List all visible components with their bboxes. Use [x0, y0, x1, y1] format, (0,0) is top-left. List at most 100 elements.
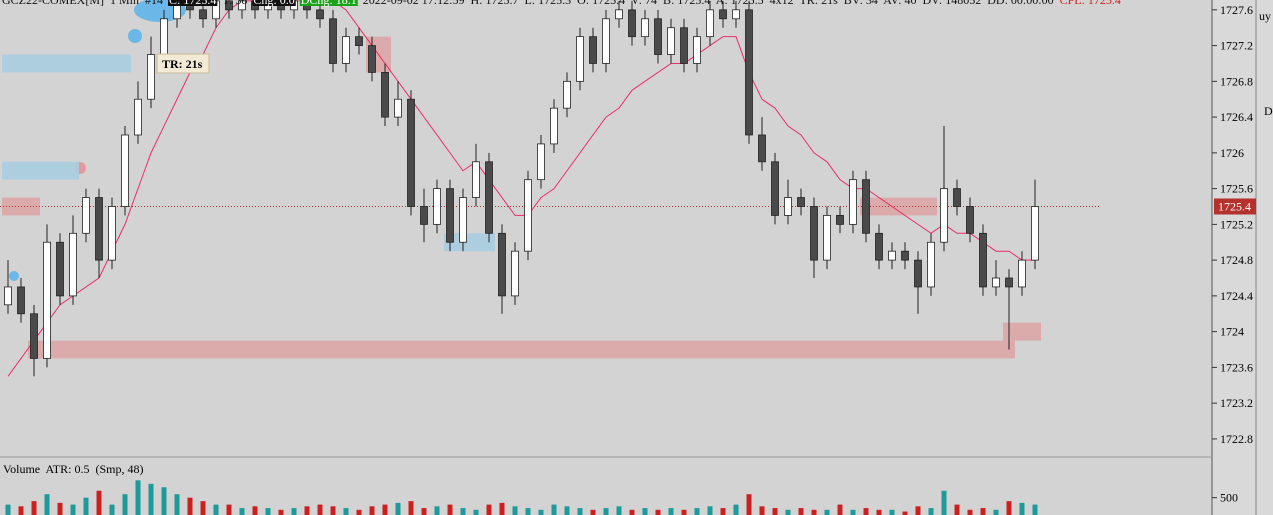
volume-bar [980, 508, 986, 515]
header-text: CPL: 1725.4 [1060, 0, 1121, 7]
header-text: DChg: 18.1 [301, 0, 357, 7]
candle-body [459, 197, 467, 243]
candle-body [1005, 277, 1013, 288]
volume-bar [278, 509, 284, 515]
candle-body [550, 107, 558, 145]
candle-body [836, 215, 844, 225]
volume-bar [83, 497, 89, 515]
volume-bar [317, 504, 323, 515]
volume-bar [44, 494, 50, 515]
candle-body [563, 80, 571, 109]
volume-pane [5, 480, 1038, 515]
candle-body [225, 0, 233, 11]
candle-body [758, 134, 766, 163]
volume-bar [5, 504, 11, 515]
volume-bar [460, 508, 466, 515]
volume-bar [304, 506, 310, 515]
candle-body [654, 18, 662, 55]
candle-body [368, 45, 376, 73]
candle-body [43, 241, 51, 359]
marker [9, 271, 19, 281]
candle-body [30, 313, 38, 359]
volume-bar [746, 494, 752, 515]
volume-bar [252, 506, 258, 515]
y-tick-label: 1724.4 [1220, 289, 1253, 303]
header: GCZ22-COMEX[M] 1 Min #14 C: 1725.4 T: 58 Ch… [2, 0, 1121, 7]
volume-bar [499, 502, 505, 515]
zone [1003, 322, 1041, 341]
y-tick-label: 1725.6 [1220, 182, 1253, 196]
header-box [168, 0, 218, 6]
candle-body [589, 36, 597, 64]
volume-bar [31, 501, 37, 515]
volume-bar [187, 497, 193, 515]
tr-label-box [156, 53, 210, 74]
candle-body [732, 9, 740, 20]
candle-body [342, 36, 350, 64]
candle-body [927, 241, 935, 288]
candle-body [238, 0, 246, 11]
volume-bar [759, 506, 765, 515]
candle-body [641, 18, 649, 38]
candle-body [667, 27, 675, 55]
volume-bar [954, 504, 960, 515]
last-price-label: 1725.4 [1218, 199, 1251, 213]
header-box [252, 0, 296, 6]
volume-bar [785, 509, 791, 515]
candle-body [4, 286, 12, 306]
candle-body [446, 188, 454, 243]
volume-bar [135, 480, 141, 515]
volume-bar [265, 508, 271, 515]
candle-body [602, 18, 610, 64]
candle-body [979, 232, 987, 288]
volume-bar [1032, 504, 1038, 515]
volume-bar [551, 504, 557, 515]
volume-bar [889, 509, 895, 515]
volume-bar [395, 502, 401, 515]
candle-body [888, 250, 896, 261]
volume-bar [343, 508, 349, 515]
tr-label: TR: 21s [162, 57, 203, 71]
header-text: 2022-09-02 17:12:59 H: 1725.7 L: 1725.3 … [363, 0, 1054, 7]
candle-body [615, 9, 623, 20]
candle-body [940, 188, 948, 243]
volume-bar [941, 490, 947, 515]
header-text: T: 58 [222, 0, 247, 7]
candle-body [628, 9, 636, 38]
volume-bar [369, 506, 375, 515]
zone [444, 233, 495, 252]
volume-bar [538, 509, 544, 515]
volume-bar [863, 508, 869, 515]
volume-bar [382, 504, 388, 515]
volume-bar [655, 509, 661, 515]
candle-body [966, 206, 974, 234]
candle-body [355, 36, 363, 46]
volume-bar [512, 506, 518, 515]
y-tick-label: 1726.4 [1220, 110, 1253, 124]
volume-bar [967, 509, 973, 515]
candle-body [56, 241, 64, 297]
y-tick-label: 1724.8 [1220, 253, 1253, 267]
candle-body [95, 197, 103, 261]
candle-body [914, 259, 922, 288]
volume-bar [993, 509, 999, 515]
price-axis-bg [1212, 0, 1273, 515]
volume-bar [850, 509, 856, 515]
zone [2, 54, 131, 73]
candle-body [784, 197, 792, 216]
volume-bar [902, 511, 908, 515]
candle-body [693, 36, 701, 64]
volume-bar [161, 487, 167, 515]
volume-bar [928, 508, 934, 515]
y-tick-label: 1726.8 [1220, 74, 1253, 88]
volume-bar [642, 508, 648, 515]
volume-bar [330, 506, 336, 515]
candle-body [472, 161, 480, 198]
zone [860, 197, 937, 216]
volume-bar [525, 508, 531, 515]
volume-bar [473, 509, 479, 515]
y-tick-label: 1724 [1220, 325, 1244, 339]
volume-bar [408, 501, 414, 515]
